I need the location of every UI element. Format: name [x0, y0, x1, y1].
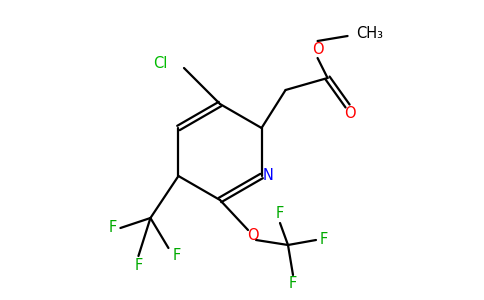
Text: F: F	[276, 206, 284, 221]
Text: F: F	[320, 232, 328, 247]
Text: CH₃: CH₃	[356, 26, 383, 40]
Text: O: O	[247, 229, 259, 244]
Text: F: F	[108, 220, 117, 236]
Text: F: F	[172, 248, 181, 262]
Text: N: N	[262, 169, 273, 184]
Text: Cl: Cl	[152, 56, 167, 70]
Text: F: F	[134, 257, 143, 272]
Text: O: O	[344, 106, 355, 121]
Text: F: F	[289, 277, 297, 292]
Text: O: O	[312, 41, 323, 56]
